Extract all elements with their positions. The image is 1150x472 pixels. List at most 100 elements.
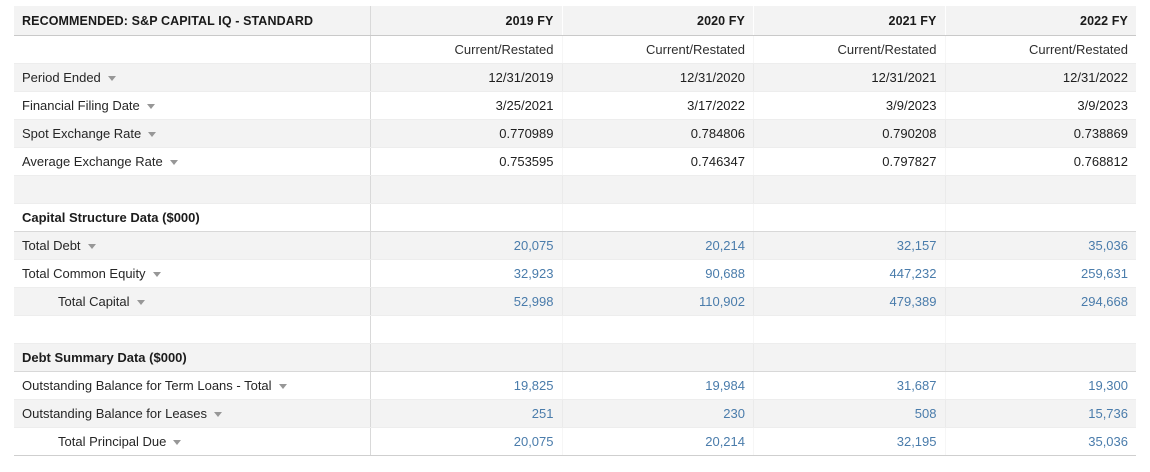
cell-value [562,344,754,371]
cell-value: 20,214 [562,428,754,455]
row-label[interactable]: Financial Filing Date [14,92,371,119]
row-label-text: Total Debt [22,238,81,253]
row-label[interactable]: Spot Exchange Rate [14,120,371,147]
row-label-text: Total Principal Due [58,434,167,449]
dropdown-icon[interactable] [169,160,178,165]
cell-value: 447,232 [753,260,945,287]
cell-value: 110,902 [562,288,754,315]
table-row: Total Common Equity 32,923 90,688 447,232 25… [14,260,1136,288]
dropdown-icon[interactable] [173,440,182,445]
table-header-row: RECOMMENDED: S&P CAPITAL IQ - STANDARD 2… [14,6,1136,36]
cell-value: 251 [531,406,554,421]
spacer-cell [14,176,371,203]
restated-label: Current/Restated [945,36,1137,63]
spacer-row [14,176,1136,204]
section-row: Debt Summary Data ($000) [14,344,1136,372]
table-row: Total Principal Due 20,075 20,214 32,195 35,… [14,428,1136,456]
cell-value [753,176,945,203]
table-row: Financial Filing Date 3/25/2021 3/17/2022 3… [14,92,1136,120]
cell-value: 90,688 [562,260,754,287]
table-row: Outstanding Balance for Leases 251 230 508 1… [14,400,1136,428]
subheader-empty-cell [14,36,371,63]
cell-value: 3/25/2021 [495,98,554,113]
cell-value: 35,036 [945,428,1137,455]
cell-value: 12/31/2019 [488,70,554,85]
section-title: Capital Structure Data ($000) [14,204,371,231]
row-label-text: Outstanding Balance for Leases [22,406,208,421]
row-label-text: Total Common Equity [22,266,146,281]
dropdown-icon[interactable] [148,132,157,137]
cell-value: 0.738869 [945,120,1137,147]
cell-value [753,204,945,231]
cell-value: 31,687 [753,372,945,399]
row-label-text: Capital Structure Data ($000) [22,210,200,225]
table-row: Total Capital 52,998 110,902 479,389 294,668 [14,288,1136,316]
column-header-2020fy: 2020 FY [561,6,754,35]
row-label[interactable]: Average Exchange Rate [14,148,371,175]
section-title: Debt Summary Data ($000) [14,344,371,371]
cell-value [945,344,1137,371]
cell-value: 0.770989 [499,126,554,141]
dropdown-icon[interactable] [146,104,155,109]
cell-value: 230 [562,400,754,427]
cell-value [562,204,754,231]
cell-value: 20,075 [513,238,554,253]
cell-value [371,344,562,371]
dropdown-icon[interactable] [214,412,223,417]
cell-value: 52,998 [513,294,554,309]
cell-value: 3/9/2023 [945,92,1137,119]
cell-value [371,316,562,343]
column-header-2019fy: 2019 FY [505,13,554,28]
row-label[interactable]: Total Capital [14,288,371,315]
dropdown-icon[interactable] [152,272,161,277]
cell-value: 19,300 [945,372,1137,399]
table-row: Spot Exchange Rate 0.770989 0.784806 0.7902… [14,120,1136,148]
cell-value [371,176,562,203]
cell-value: 19,825 [513,378,554,393]
dropdown-icon[interactable] [87,244,96,249]
spacer-cell [14,316,371,343]
restated-label: Current/Restated [753,36,945,63]
cell-value: 0.790208 [753,120,945,147]
cell-value: 0.746347 [562,148,754,175]
cell-value: 259,631 [945,260,1137,287]
cell-value: 35,036 [945,232,1137,259]
table-title: RECOMMENDED: S&P CAPITAL IQ - STANDARD [14,6,371,35]
column-header-2021fy: 2021 FY [753,6,945,35]
table-subheader-row: Current/Restated Current/Restated Curren… [14,36,1136,64]
cell-value: 15,736 [945,400,1137,427]
row-label-text: Spot Exchange Rate [22,126,142,141]
cell-value: 294,668 [945,288,1137,315]
cell-value: 32,195 [753,428,945,455]
cell-value [945,204,1137,231]
row-label-text: Average Exchange Rate [22,154,163,169]
row-label[interactable]: Total Debt [14,232,371,259]
cell-value: 0.753595 [499,154,554,169]
row-label[interactable]: Outstanding Balance for Leases [14,400,371,427]
cell-value [753,344,945,371]
restated-label: Current/Restated [454,42,554,57]
dropdown-icon[interactable] [278,384,287,389]
cell-value: 0.797827 [753,148,945,175]
restated-label: Current/Restated [562,36,754,63]
table-row: Period Ended 12/31/2019 12/31/2020 12/31/20… [14,64,1136,92]
cell-value: 0.768812 [945,148,1137,175]
cell-value: 32,157 [753,232,945,259]
cell-value [945,176,1137,203]
row-label[interactable]: Total Common Equity [14,260,371,287]
dropdown-icon[interactable] [107,76,116,81]
cell-value [562,316,754,343]
cell-value: 19,984 [562,372,754,399]
cell-value [562,176,754,203]
row-label[interactable]: Outstanding Balance for Term Loans - Tot… [14,372,371,399]
row-label-text: Outstanding Balance for Term Loans - Tot… [22,378,272,393]
row-label[interactable]: Period Ended [14,64,371,91]
row-label-text: Debt Summary Data ($000) [22,350,187,365]
row-label-text: Financial Filing Date [22,98,140,113]
row-label[interactable]: Total Principal Due [14,428,371,455]
dropdown-icon[interactable] [136,300,145,305]
row-label-text: Total Capital [58,294,130,309]
table-row: Average Exchange Rate 0.753595 0.746347 0.7… [14,148,1136,176]
financial-table: RECOMMENDED: S&P CAPITAL IQ - STANDARD 2… [14,6,1136,456]
section-row: Capital Structure Data ($000) [14,204,1136,232]
